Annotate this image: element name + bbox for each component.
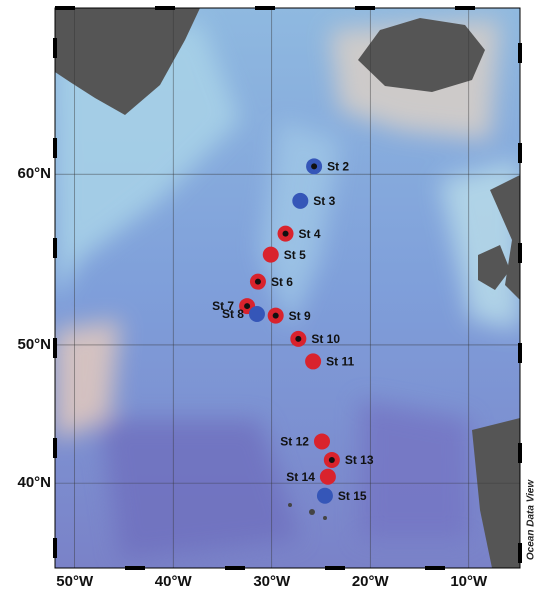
station-marker [319, 468, 336, 485]
station-label: St 15 [338, 489, 367, 503]
lat-label: 50°N [17, 336, 51, 353]
station-marker [262, 246, 279, 263]
lon-label: 10°W [450, 573, 488, 590]
station-label: St 12 [280, 435, 309, 449]
station-label: St 3 [313, 194, 335, 208]
station-marker [248, 306, 265, 323]
station-label: St 8 [222, 307, 244, 321]
lon-label: 50°W [56, 573, 94, 590]
station-center [272, 312, 279, 319]
lat-label: 40°N [17, 474, 51, 491]
station-label: St 2 [327, 159, 349, 173]
credit: Ocean Data View [526, 479, 537, 560]
station-marker [313, 433, 330, 450]
station-center [282, 230, 289, 237]
station-label: St 10 [311, 332, 340, 346]
station-label: St 11 [326, 355, 354, 369]
station-center [328, 456, 335, 463]
station-label: St 4 [299, 227, 321, 241]
lon-label: 20°W [352, 573, 390, 590]
station-label: St 7 [212, 299, 234, 313]
station-center [311, 163, 318, 170]
frame-line [54, 7, 521, 569]
lat-label: 60°N [17, 165, 51, 182]
stations: St 2 St 3 St 4 St 5 St 6 St 7St 8 St 9St 10 St … [212, 158, 374, 504]
lon-label: 30°W [253, 573, 291, 590]
station-center [254, 278, 261, 285]
lon-label: 40°W [155, 573, 193, 590]
station-label: St 5 [284, 248, 306, 262]
station-label: St 9 [289, 309, 311, 323]
station-label: St 14 [286, 470, 315, 484]
basemap [55, 8, 520, 568]
station-center [295, 335, 302, 342]
station-label: St 6 [271, 275, 293, 289]
station-center [244, 303, 251, 310]
grid [55, 8, 520, 568]
station-marker [292, 192, 309, 209]
station-marker [316, 487, 333, 504]
station-marker [305, 353, 322, 370]
station-label: St 13 [345, 453, 374, 467]
